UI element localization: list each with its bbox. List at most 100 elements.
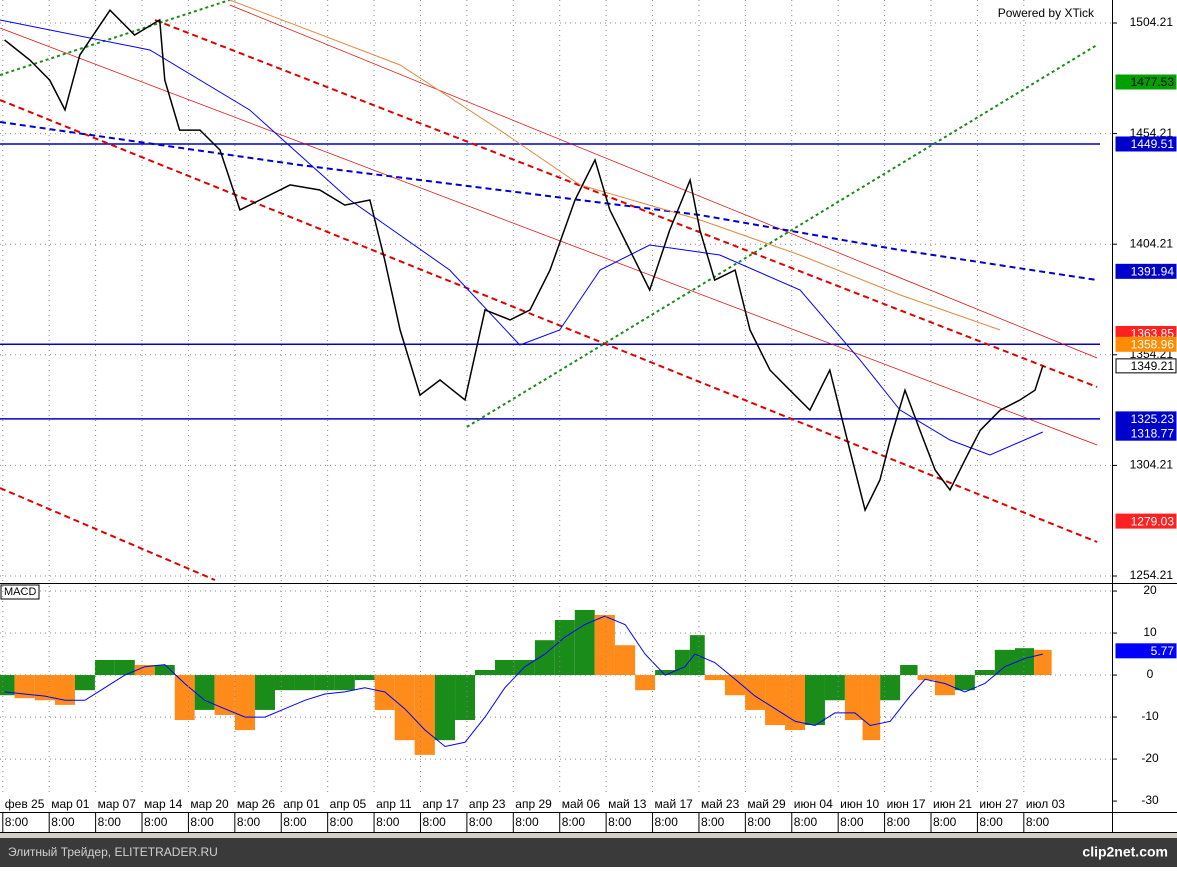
histogram-bar (594, 614, 615, 676)
x-time-label: 8:00 (190, 815, 214, 829)
price-marker (1115, 136, 1177, 152)
histogram-bar (154, 664, 175, 676)
x-time-label: 8:00 (283, 815, 307, 829)
y-tick-label: 1404.21 (1130, 236, 1174, 250)
price-marker (1115, 74, 1177, 90)
x-tick-label: май 17 (655, 797, 694, 811)
trend-line (229, 4, 1098, 359)
histogram-bar (255, 675, 275, 710)
trend-line (0, 121, 1098, 281)
trend-line (0, 487, 216, 581)
x-time-label: 8:00 (655, 815, 679, 829)
histogram-bar (954, 675, 975, 691)
x-tick-label: май 29 (747, 797, 786, 811)
x-tick-label: апр 11 (376, 797, 412, 811)
histogram-bar (785, 675, 805, 731)
histogram-bar (880, 675, 901, 701)
histogram-bar (934, 675, 955, 696)
y-tick-label: -20 (1141, 751, 1159, 765)
signal-line (4, 615, 1043, 748)
y-tick-label: 1304.21 (1130, 458, 1174, 472)
x-time-label: 8:00 (51, 815, 75, 829)
date-strip (0, 797, 1112, 812)
histogram-bar (354, 675, 375, 681)
trend-line (0, 0, 231, 76)
histogram-bar (334, 675, 355, 691)
x-time-label: 8:00 (5, 815, 29, 829)
histogram-bar (804, 675, 825, 726)
histogram-bar (14, 675, 35, 699)
y-tick-label: 1454.21 (1130, 126, 1174, 140)
histogram-bar (455, 675, 476, 721)
x-time-label: 8:00 (701, 815, 725, 829)
price-marker-label: 1349.21 (1131, 359, 1175, 373)
histogram-bar (614, 645, 636, 676)
histogram-bar (314, 675, 335, 691)
histogram-bar (234, 675, 256, 731)
price-marker (1115, 425, 1177, 441)
price-marker (1115, 513, 1177, 529)
histogram-bar (917, 675, 935, 681)
y-tick-label: 0 (1147, 667, 1154, 681)
histogram-bar (414, 675, 435, 755)
x-tick-label: мар 01 (51, 797, 90, 811)
histogram-bar (94, 659, 115, 676)
trend-line (466, 44, 1098, 428)
histogram-bar (994, 649, 1016, 676)
trend-line (154, 19, 1098, 388)
macd-label: MACD (4, 586, 36, 598)
histogram-bar (74, 675, 95, 691)
x-time-label: 8:00 (237, 815, 261, 829)
price-marker-label: 1318.77 (1131, 426, 1175, 440)
histogram-bar (574, 609, 595, 676)
histogram-bar (824, 675, 845, 701)
x-tick-label: июн 21 (933, 797, 972, 811)
price-marker-label: 1477.53 (1131, 75, 1175, 89)
histogram-bar (0, 675, 15, 696)
histogram-bar (675, 649, 690, 676)
x-tick-label: май 06 (562, 797, 601, 811)
x-tick-label: июн 17 (887, 797, 926, 811)
price-marker-label: 1358.96 (1131, 337, 1175, 351)
histogram-bar (294, 675, 315, 691)
y-tick-label: 1254.21 (1130, 568, 1174, 582)
x-tick-label: апр 17 (422, 797, 459, 811)
histogram-bar (34, 675, 55, 701)
histogram-bar (174, 675, 195, 721)
y-tick-label: 10 (1143, 625, 1157, 639)
price-marker-label: 5.77 (1151, 644, 1175, 658)
x-tick-label: мар 20 (190, 797, 229, 811)
x-time-label: 8:00 (840, 815, 864, 829)
x-tick-label: май 13 (608, 797, 647, 811)
price-marker-label: 1449.51 (1131, 137, 1175, 151)
x-time-label: 8:00 (376, 815, 400, 829)
histogram-bar (765, 675, 786, 726)
histogram-bar (844, 675, 863, 721)
x-time-label: 8:00 (469, 815, 493, 829)
x-time-label: 8:00 (515, 815, 539, 829)
x-tick-label: июн 27 (979, 797, 1018, 811)
footer-right: clip2net.com (1082, 844, 1168, 860)
footer-bar (0, 838, 1177, 867)
x-time-label: 8:00 (422, 815, 446, 829)
histogram-bar (655, 670, 676, 676)
x-time-label: 8:00 (330, 815, 354, 829)
x-time-label: 8:00 (933, 815, 957, 829)
x-time-label: 8:00 (794, 815, 818, 829)
histogram-bar (494, 659, 515, 676)
x-tick-label: мар 07 (98, 797, 137, 811)
y-tick-label: -10 (1141, 709, 1159, 723)
x-time-label: 8:00 (1026, 815, 1050, 829)
histogram-bar (900, 664, 918, 676)
histogram-bar (974, 670, 995, 676)
histogram-bar (635, 675, 656, 691)
histogram-bar (114, 659, 135, 676)
y-tick-label: 20 (1143, 583, 1157, 597)
x-time-label: 8:00 (98, 815, 122, 829)
x-tick-label: апр 01 (283, 797, 320, 811)
x-tick-label: апр 05 (330, 797, 367, 811)
histogram-bar (862, 675, 881, 741)
trend-line (229, 0, 1001, 331)
